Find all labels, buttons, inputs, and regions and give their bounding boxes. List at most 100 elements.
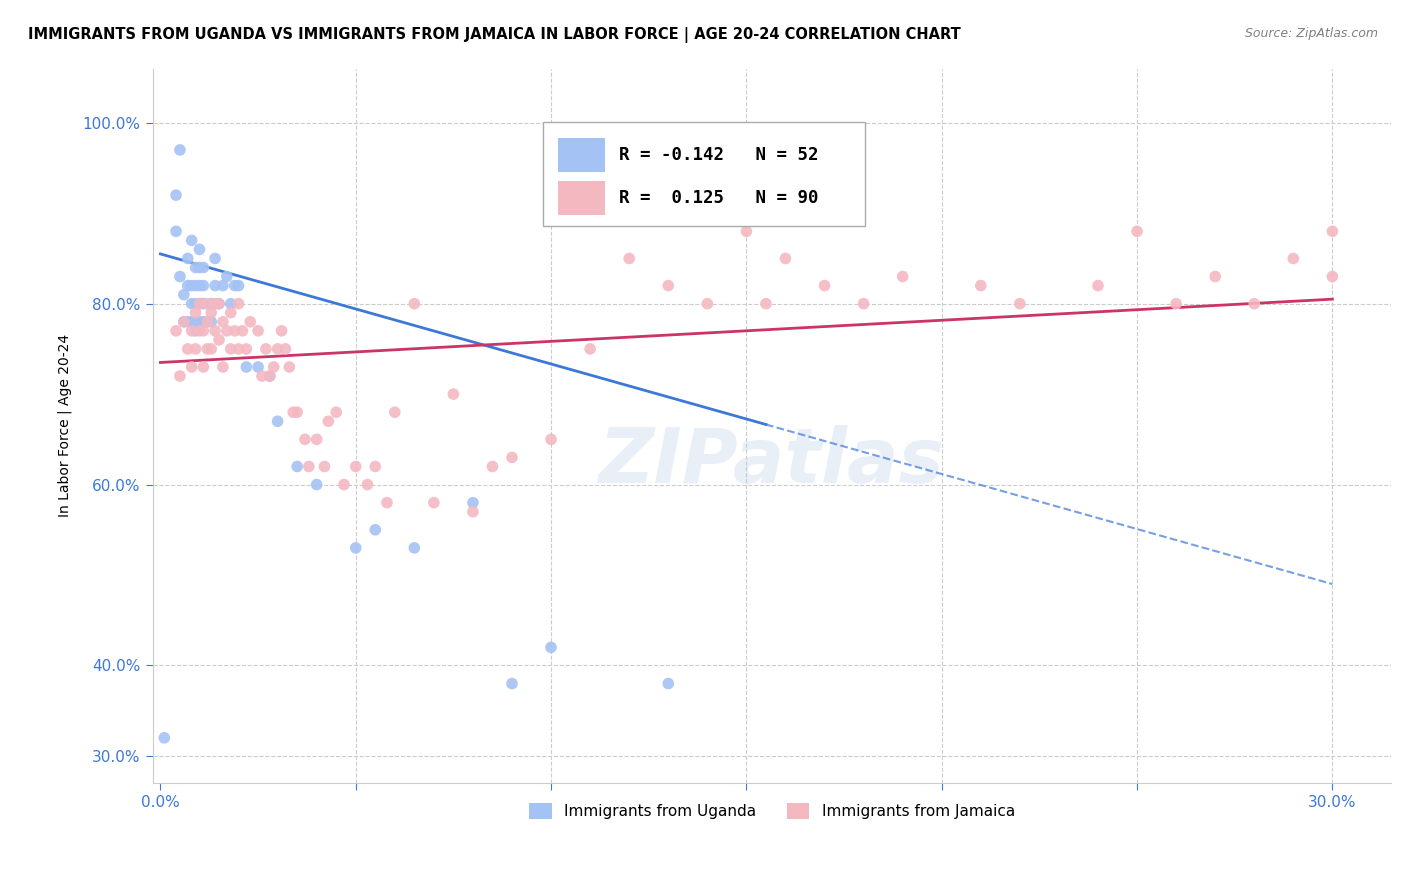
Point xyxy=(180,359,202,374)
Point xyxy=(215,269,238,284)
Text: R = -0.142   N = 52: R = -0.142 N = 52 xyxy=(620,146,818,164)
Point xyxy=(219,296,242,310)
Point xyxy=(212,315,235,329)
Point xyxy=(356,477,378,491)
Point xyxy=(305,477,328,491)
Point xyxy=(184,306,207,320)
Point xyxy=(294,433,316,447)
Point xyxy=(298,459,321,474)
Point xyxy=(169,269,191,284)
Point xyxy=(404,296,426,310)
Point xyxy=(212,278,235,293)
Point xyxy=(266,414,288,428)
Point xyxy=(177,342,200,356)
Point xyxy=(188,296,211,310)
Point xyxy=(228,342,250,356)
Point xyxy=(247,359,270,374)
Point xyxy=(283,405,305,419)
Point xyxy=(325,405,347,419)
Point xyxy=(177,315,200,329)
Point xyxy=(180,296,202,310)
Text: ZIPatlas: ZIPatlas xyxy=(599,425,945,499)
Point xyxy=(775,252,797,266)
Point xyxy=(173,287,195,301)
Point xyxy=(235,359,257,374)
Point xyxy=(200,342,222,356)
Point xyxy=(204,324,226,338)
Point xyxy=(270,324,292,338)
Point xyxy=(755,296,778,310)
Point xyxy=(239,315,262,329)
Point xyxy=(278,359,301,374)
Point xyxy=(852,296,875,310)
Point xyxy=(188,324,211,338)
Point xyxy=(813,278,835,293)
Point xyxy=(461,505,484,519)
Point xyxy=(461,496,484,510)
Point xyxy=(193,296,215,310)
Point xyxy=(212,359,235,374)
Point xyxy=(173,315,195,329)
Point xyxy=(195,315,218,329)
Point xyxy=(188,278,211,293)
Point xyxy=(200,306,222,320)
Point xyxy=(1282,252,1305,266)
Point xyxy=(184,315,207,329)
Point xyxy=(173,315,195,329)
Bar xyxy=(558,138,605,172)
Point xyxy=(364,459,387,474)
Point xyxy=(208,333,231,347)
Point xyxy=(180,324,202,338)
Point xyxy=(193,315,215,329)
Point xyxy=(184,324,207,338)
Point xyxy=(501,450,523,465)
Point xyxy=(254,342,277,356)
Point xyxy=(364,523,387,537)
Point xyxy=(375,496,398,510)
Point xyxy=(285,405,308,419)
Point xyxy=(224,278,246,293)
Point xyxy=(404,541,426,555)
Point xyxy=(193,260,215,275)
Point xyxy=(193,278,215,293)
Point xyxy=(180,315,202,329)
Point xyxy=(735,224,758,238)
Point xyxy=(169,369,191,384)
Point xyxy=(195,296,218,310)
FancyBboxPatch shape xyxy=(543,122,865,226)
Point xyxy=(259,369,281,384)
Point xyxy=(1243,296,1265,310)
Point xyxy=(184,260,207,275)
Point xyxy=(195,342,218,356)
Text: Source: ZipAtlas.com: Source: ZipAtlas.com xyxy=(1244,27,1378,40)
Point xyxy=(259,369,281,384)
Text: IMMIGRANTS FROM UGANDA VS IMMIGRANTS FROM JAMAICA IN LABOR FORCE | AGE 20-24 COR: IMMIGRANTS FROM UGANDA VS IMMIGRANTS FRO… xyxy=(28,27,960,43)
Point xyxy=(188,315,211,329)
Point xyxy=(314,459,336,474)
Point xyxy=(657,278,679,293)
Point xyxy=(184,278,207,293)
Point xyxy=(188,260,211,275)
Point xyxy=(228,278,250,293)
Point xyxy=(204,296,226,310)
Point xyxy=(231,324,253,338)
Point xyxy=(274,342,297,356)
Point xyxy=(180,278,202,293)
Point xyxy=(208,296,231,310)
Point xyxy=(188,296,211,310)
Point xyxy=(318,414,340,428)
Point xyxy=(195,315,218,329)
Point xyxy=(384,405,406,419)
Point xyxy=(250,369,273,384)
Text: R =  0.125   N = 90: R = 0.125 N = 90 xyxy=(620,189,818,207)
Point xyxy=(200,315,222,329)
Point xyxy=(200,296,222,310)
Point xyxy=(540,433,562,447)
Point xyxy=(165,324,187,338)
Point xyxy=(891,269,914,284)
Point xyxy=(177,252,200,266)
Point xyxy=(657,676,679,690)
Point xyxy=(235,342,257,356)
Point xyxy=(224,324,246,338)
Point xyxy=(333,477,356,491)
